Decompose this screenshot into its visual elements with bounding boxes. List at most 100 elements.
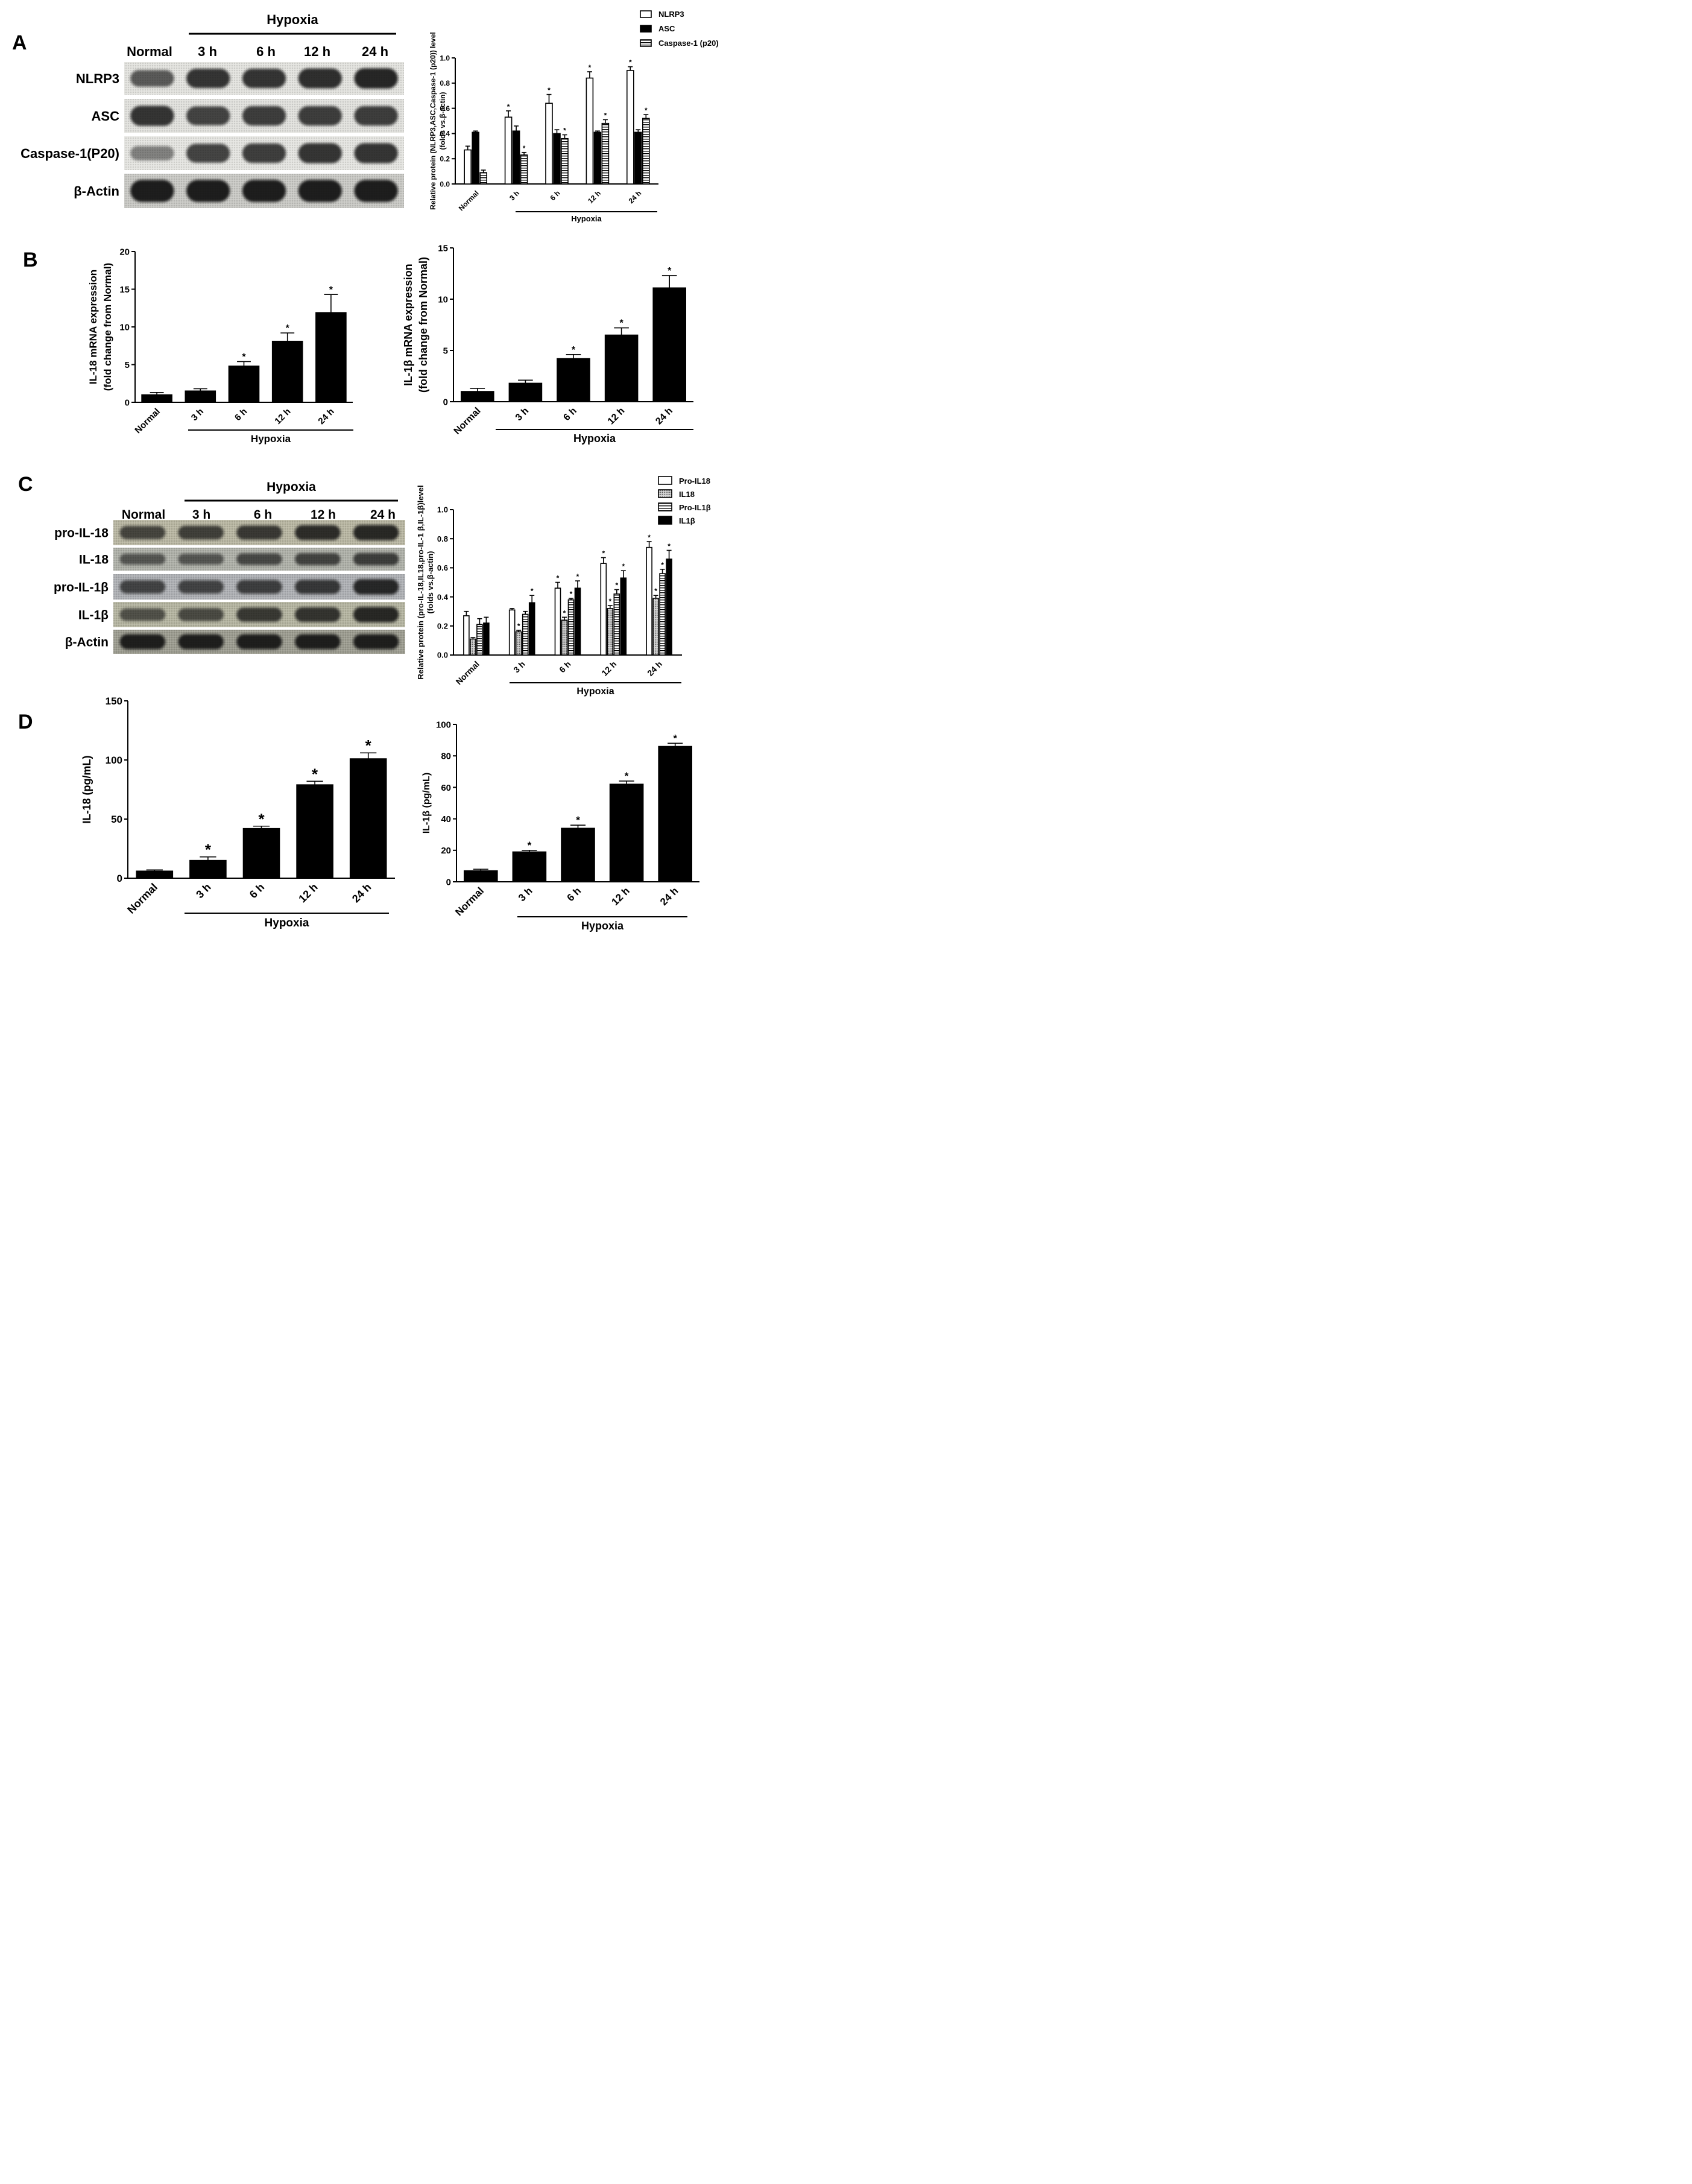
protein-band bbox=[354, 143, 398, 163]
group-label: Hypoxia bbox=[573, 432, 616, 445]
bar-il-1--4 bbox=[658, 745, 692, 882]
significance-star: * bbox=[563, 609, 566, 617]
protein-band bbox=[119, 634, 166, 650]
y-axis-label: (folds vs.β-actin) bbox=[438, 92, 447, 150]
y-tick-label: 20 bbox=[441, 846, 451, 856]
x-tick-label: 12 h bbox=[296, 881, 320, 905]
protein-band bbox=[119, 608, 166, 621]
blot-row-label: β-Actin bbox=[65, 636, 109, 650]
significance-star: * bbox=[572, 345, 576, 355]
bar-il18-0 bbox=[470, 638, 476, 656]
y-tick-label: 0 bbox=[125, 397, 130, 408]
bar-pro-il1--2 bbox=[567, 599, 575, 656]
protein-band bbox=[354, 68, 398, 89]
bar-caspase-1-p20--4 bbox=[642, 118, 650, 185]
blot-strip bbox=[113, 630, 405, 654]
lane-label: 24 h bbox=[370, 508, 396, 522]
x-tick-label: Normal bbox=[453, 885, 486, 918]
y-tick-label: 0.6 bbox=[440, 104, 450, 113]
protein-band bbox=[353, 552, 399, 566]
significance-star: * bbox=[654, 587, 657, 595]
blot-row-label: IL-1β bbox=[78, 609, 109, 622]
bar-il18-4 bbox=[652, 598, 659, 656]
bar-il-1--0 bbox=[463, 870, 498, 882]
protein-band bbox=[178, 634, 224, 650]
bar-il-18-2 bbox=[242, 828, 280, 879]
x-tick-label: 3 h bbox=[514, 406, 531, 423]
protein-band bbox=[295, 553, 341, 565]
bar-pro-il1--1 bbox=[522, 613, 529, 656]
bar-il1--4 bbox=[666, 559, 672, 656]
lane-label: 3 h bbox=[192, 508, 210, 522]
significance-star: * bbox=[557, 574, 560, 583]
legend-label: NLRP3 bbox=[658, 10, 684, 19]
y-axis-label: Relative protein (pro-IL-18,IL18,pro-IL-… bbox=[416, 485, 425, 679]
x-tick-label: Normal bbox=[454, 659, 481, 686]
blot-row-label: ASC bbox=[92, 109, 120, 124]
protein-band bbox=[186, 69, 230, 88]
protein-band bbox=[236, 634, 282, 650]
lane-label: 6 h bbox=[254, 508, 272, 522]
x-tick-label: Normal bbox=[452, 406, 483, 437]
significance-star: * bbox=[673, 732, 677, 744]
bar-nlrp3-1 bbox=[504, 116, 513, 185]
significance-star: * bbox=[645, 106, 648, 115]
y-tick-label: 10 bbox=[119, 322, 130, 332]
legend-label: Caspase-1 (p20) bbox=[658, 39, 719, 48]
blot-strip bbox=[113, 548, 405, 571]
bar-il1--3 bbox=[620, 577, 627, 656]
protein-band bbox=[353, 607, 399, 622]
y-tick-label: 1.0 bbox=[440, 54, 450, 62]
lane-label: 12 h bbox=[311, 508, 336, 522]
significance-star: * bbox=[531, 587, 534, 595]
bar-il-18-mrna-1 bbox=[185, 390, 216, 403]
x-tick-label: 12 h bbox=[599, 659, 618, 678]
y-axis-label: IL-18 (pg/mL) bbox=[81, 756, 93, 824]
protein-band bbox=[354, 180, 398, 202]
bar-il-18-mrna-2 bbox=[228, 366, 260, 403]
blot-strip bbox=[113, 574, 405, 600]
protein-band bbox=[178, 525, 224, 540]
x-tick-label: 24 h bbox=[645, 659, 664, 678]
y-tick-label: 0.4 bbox=[440, 130, 450, 138]
x-tick-label: 12 h bbox=[273, 407, 292, 426]
significance-star: * bbox=[365, 736, 372, 755]
x-tick-label: Normal bbox=[457, 189, 481, 212]
significance-star: * bbox=[570, 590, 573, 598]
lane-label: 24 h bbox=[362, 44, 388, 59]
y-tick-label: 0.0 bbox=[437, 651, 448, 660]
y-axis-label: (fold change from Normal) bbox=[102, 263, 113, 391]
x-tick-label: 6 h bbox=[565, 885, 584, 904]
lane-label: Normal bbox=[127, 44, 172, 59]
significance-star: * bbox=[507, 103, 510, 111]
blot-group-label: Hypoxia bbox=[267, 480, 316, 494]
blot-panel-a: Hypoxia Normal 3 h 6 h 12 h 24 h NLRP3 ASC Caspa… bbox=[21, 12, 404, 208]
x-tick-label: 3 h bbox=[194, 881, 213, 901]
protein-band bbox=[242, 69, 286, 88]
x-tick-label: 3 h bbox=[508, 189, 521, 202]
y-axis-label: (folds vs.β-actin) bbox=[426, 551, 435, 614]
y-tick-label: 20 bbox=[119, 247, 130, 257]
bar-caspase-1-p20--3 bbox=[601, 122, 610, 185]
protein-band bbox=[242, 143, 286, 163]
chart-d-left: 0 50 100 150 IL-18 (pg/mL) * * * * Normal 3 h 6 h 12… bbox=[81, 695, 395, 929]
bar-pro-il18-3 bbox=[600, 563, 607, 656]
panel-label-a: A bbox=[12, 31, 27, 54]
panel-label-d: D bbox=[18, 711, 33, 733]
legend-swatch bbox=[640, 39, 652, 47]
x-tick-label: 3 h bbox=[516, 885, 535, 904]
legend-swatch bbox=[640, 25, 652, 33]
significance-star: * bbox=[517, 622, 520, 630]
y-tick-label: 10 bbox=[438, 294, 448, 305]
bar-il-18-0 bbox=[136, 870, 174, 879]
legend-label: IL1β bbox=[679, 516, 695, 525]
panel-label-b: B bbox=[23, 248, 38, 271]
lane-label: Normal bbox=[122, 508, 165, 522]
legend-swatch bbox=[658, 489, 672, 498]
y-tick-label: 0 bbox=[443, 397, 448, 407]
bar-caspase-1-p20--1 bbox=[520, 154, 528, 185]
y-tick-label: 100 bbox=[106, 755, 122, 766]
x-tick-label: 24 h bbox=[316, 407, 336, 426]
x-tick-label: 12 h bbox=[586, 189, 602, 205]
